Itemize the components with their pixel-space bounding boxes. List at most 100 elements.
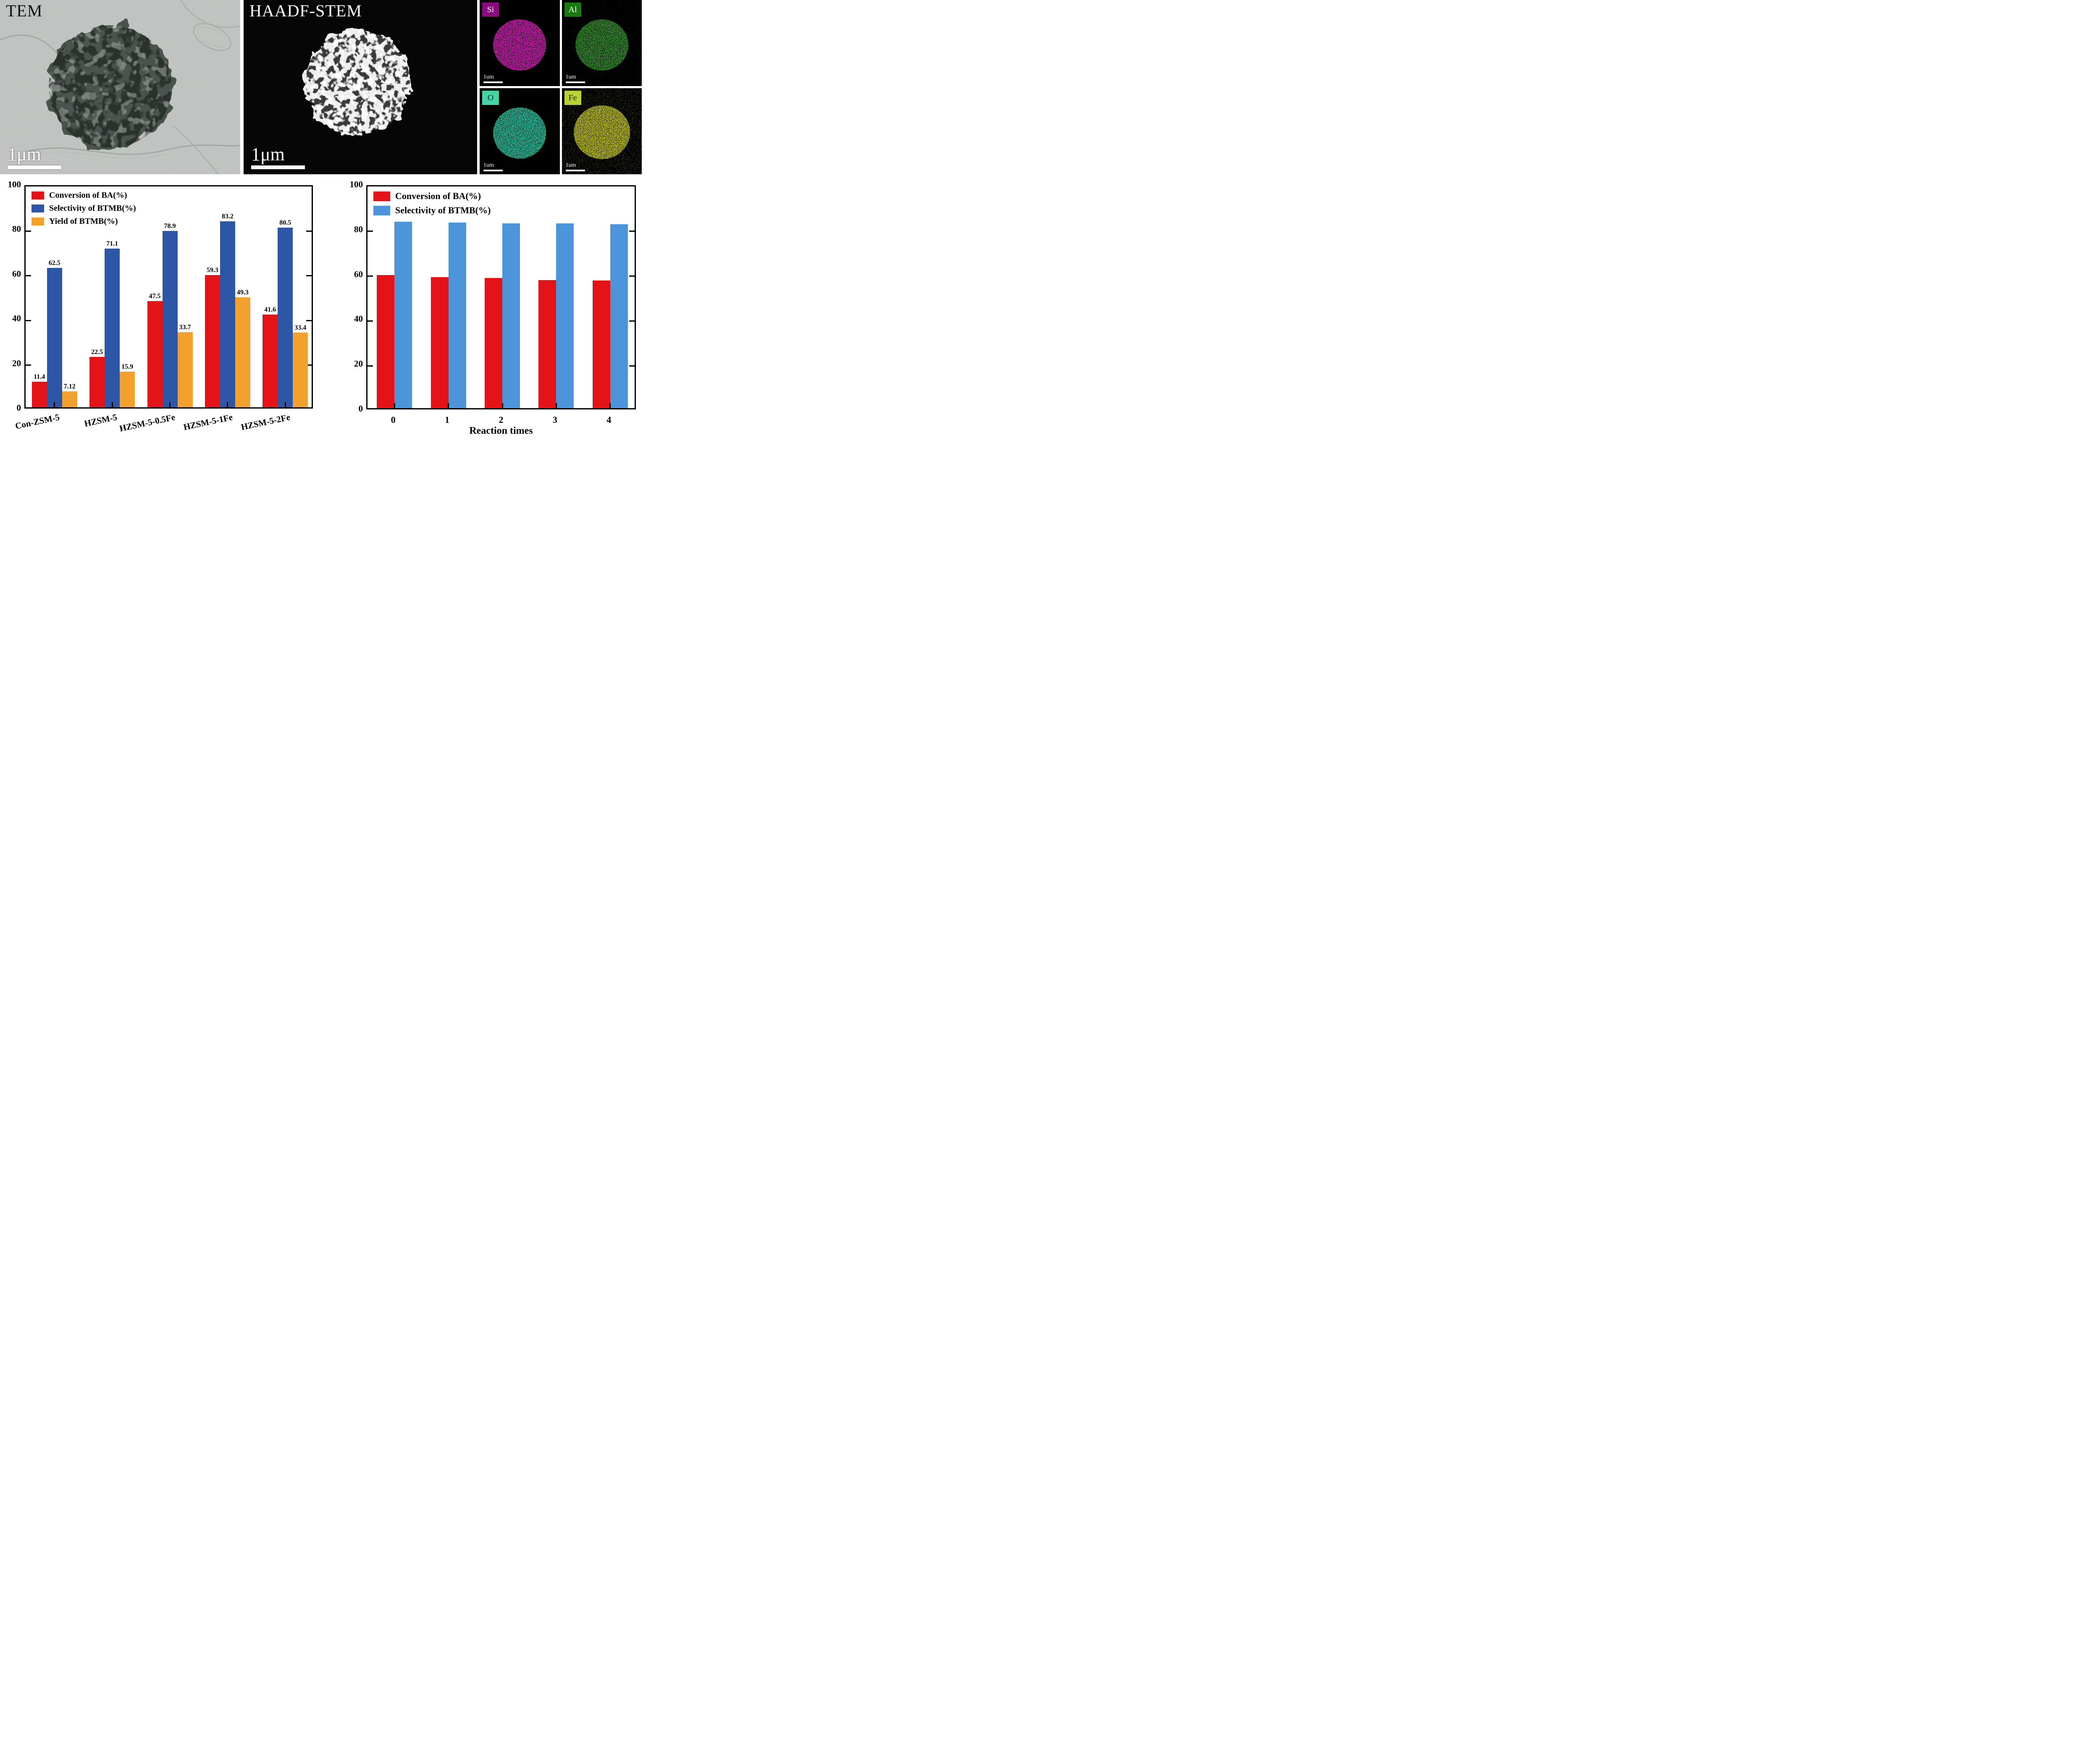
eds-element-badge-al: Al (564, 3, 581, 17)
eds-scalebar-o: 1um (483, 163, 503, 171)
y-tick-mark (368, 275, 373, 277)
y-tick-label: 0 (16, 403, 21, 413)
y-tick-mark (629, 320, 635, 322)
eds-element-badge-si: Si (482, 3, 499, 17)
legend-series-label: Selectivity of BTMB(%) (49, 204, 136, 213)
haadf-scale-line (251, 165, 305, 169)
bar (177, 332, 193, 407)
bar (262, 314, 278, 407)
eds-element-badge-o: O (482, 91, 499, 105)
y-tick-label: 60 (354, 269, 363, 279)
haadf-scale-text: 1μm (251, 144, 285, 165)
x-category-label: 4 (606, 414, 612, 425)
bar (89, 357, 105, 407)
legend-swatch (32, 191, 44, 199)
bar-value-label: 78.9 (164, 223, 176, 230)
x-tick-mark (609, 403, 611, 408)
x-tick-mark (394, 403, 395, 408)
bar-value-label: 11.4 (34, 373, 45, 381)
tem-scalebar: 1μm (8, 145, 61, 169)
x-tick-mark (448, 403, 449, 408)
y-tick-mark (368, 320, 373, 322)
x-tick-mark (501, 403, 503, 408)
y-tick-mark (26, 320, 31, 321)
bar-value-label: 49.3 (236, 288, 249, 296)
eds-scalebar-si: 1um (483, 74, 503, 83)
y-tick-label: 100 (8, 179, 21, 189)
microscopy-row: TEM 1μm HAADF-STEM 1μm (0, 0, 642, 174)
eds-scale-text: 1um (565, 162, 576, 168)
legend-series-label: Selectivity of BTMB(%) (395, 205, 491, 215)
bar (162, 231, 178, 407)
bar (120, 372, 135, 407)
bar-value-label: 22.5 (91, 349, 103, 356)
x-tick-mark (555, 403, 557, 408)
y-tick-mark (26, 275, 31, 277)
y-tick-label: 40 (12, 313, 21, 324)
eds-scale-text: 1um (483, 162, 494, 168)
y-tick-mark (629, 365, 635, 367)
bar-value-label: 33.4 (294, 324, 307, 332)
right-bar-chart: Conversion of BA(%) Selectivity of BTMB(%… (336, 174, 642, 437)
legend: Conversion of BA(%) Selectivity of BTMB(%… (32, 191, 136, 226)
bar (235, 297, 250, 407)
eds-element-badge-fe: Fe (564, 91, 581, 105)
eds-scale-line (483, 81, 503, 83)
x-category-label: 1 (445, 414, 450, 425)
legend-item: Conversion of BA(%) (32, 191, 136, 200)
eds-scale-line (565, 170, 585, 171)
eds-map-fe: Fe 1um (562, 88, 642, 174)
eds-grid: Si 1um Al 1um (480, 0, 642, 174)
y-tick-label: 20 (354, 359, 363, 369)
bar (448, 222, 466, 408)
legend-item: Conversion of BA(%) (373, 191, 491, 202)
y-tick-mark (368, 231, 373, 232)
y-tick-mark (306, 364, 312, 366)
legend: Conversion of BA(%) Selectivity of BTMB(%… (373, 191, 491, 216)
bar-value-label: 83.2 (221, 213, 234, 220)
bar (293, 333, 308, 407)
eds-scale-line (483, 170, 503, 171)
x-category-label: 2 (499, 414, 504, 425)
y-tick-mark (629, 231, 635, 232)
legend-series-label: Conversion of BA(%) (49, 191, 127, 200)
y-tick-mark (306, 320, 312, 321)
legend-series-label: Conversion of BA(%) (395, 191, 481, 201)
x-axis-title: Reaction times (469, 425, 533, 436)
bar-value-label: 33.7 (179, 323, 191, 331)
haadf-label: HAADF-STEM (249, 1, 362, 20)
x-category-label: 0 (391, 414, 396, 425)
legend-item: Selectivity of BTMB(%) (373, 205, 491, 216)
bar-value-label: 71.1 (106, 240, 118, 247)
tem-label: TEM (6, 1, 43, 20)
haadf-image (244, 0, 477, 174)
bar (278, 227, 293, 407)
y-tick-label: 80 (12, 224, 21, 234)
plot-area: Conversion of BA(%) Selectivity of BTMB(%… (366, 185, 636, 409)
tem-panel: TEM 1μm (0, 0, 240, 174)
y-tick-label: 80 (354, 224, 363, 234)
bar-value-label: 47.5 (149, 293, 161, 300)
plot-area: 11.4 22.5 47.5 59.3 41.6 62.5 71.1 78.9 83.2 80.5… (24, 185, 313, 409)
figure-page: TEM 1μm HAADF-STEM 1μm (0, 0, 642, 437)
bar (220, 221, 235, 407)
eds-scalebar-fe: 1um (565, 162, 585, 171)
bar (430, 277, 449, 408)
eds-scale-line (565, 81, 585, 83)
y-tick-mark (306, 275, 312, 277)
bar (205, 275, 220, 407)
bar (105, 248, 120, 407)
y-tick-label: 60 (12, 268, 21, 279)
y-tick-label: 20 (12, 358, 21, 368)
bar-value-label: 7.12 (63, 383, 76, 391)
bar (62, 391, 77, 407)
legend-swatch (373, 205, 390, 215)
x-tick-mark (227, 402, 228, 407)
bar (147, 301, 163, 407)
x-tick-mark (111, 402, 113, 407)
legend-swatch (32, 218, 44, 225)
bar (32, 382, 47, 407)
bar (394, 221, 412, 408)
eds-scale-text: 1um (483, 74, 494, 80)
eds-o-image (480, 88, 560, 174)
